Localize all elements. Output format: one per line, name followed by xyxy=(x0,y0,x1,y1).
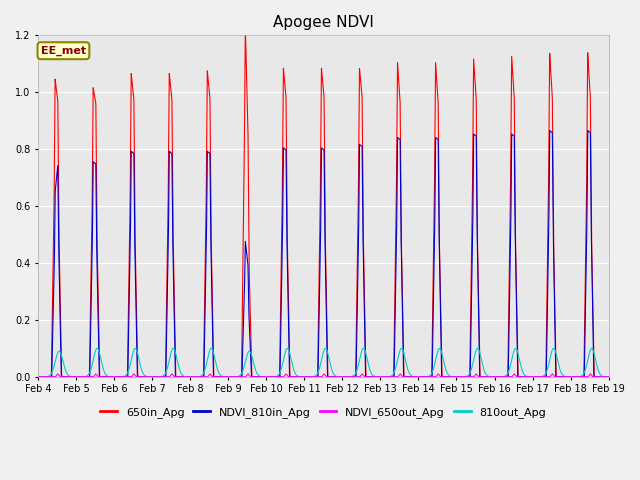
Title: Apogee NDVI: Apogee NDVI xyxy=(273,15,374,30)
Legend: 650in_Apg, NDVI_810in_Apg, NDVI_650out_Apg, 810out_Apg: 650in_Apg, NDVI_810in_Apg, NDVI_650out_A… xyxy=(96,403,550,422)
Text: EE_met: EE_met xyxy=(41,46,86,56)
